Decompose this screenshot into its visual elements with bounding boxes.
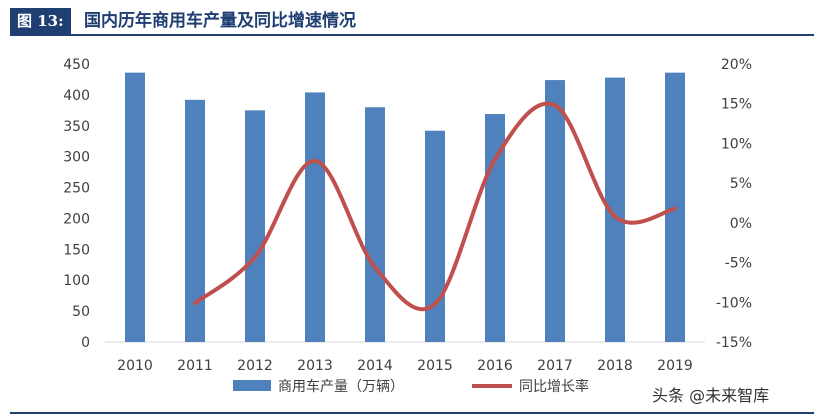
watermark: 头条 @未来智库 <box>652 386 770 405</box>
y-left-tick-label: 150 <box>63 242 90 258</box>
y-right-tick-label: 0% <box>730 216 752 232</box>
growth-rate-line <box>193 101 677 312</box>
y-right-tick-label: -5% <box>725 256 752 272</box>
x-tick-label: 2011 <box>177 358 213 374</box>
bar <box>425 130 445 342</box>
bar <box>365 107 385 342</box>
x-tick-label: 2019 <box>657 358 693 374</box>
bar <box>245 110 265 342</box>
y-left-tick-label: 450 <box>63 57 90 73</box>
x-tick-label: 2016 <box>477 358 513 374</box>
legend-bar-label: 商用车产量（万辆） <box>278 378 404 395</box>
bar <box>185 99 205 342</box>
y-left-tick-label: 200 <box>63 211 90 227</box>
figure-title: 国内历年商用车产量及同比增速情况 <box>84 11 356 31</box>
y-left-tick-label: 250 <box>63 181 90 197</box>
y-left-tick-label: 100 <box>63 273 90 289</box>
bar <box>305 92 325 342</box>
y-left-tick-label: 350 <box>63 119 90 135</box>
y-right-tick-label: -10% <box>716 295 752 311</box>
y-left-tick-label: 400 <box>63 88 90 104</box>
figure-label: 图 13: <box>10 8 71 34</box>
y-right-tick-label: 15% <box>721 97 752 113</box>
x-tick-label: 2017 <box>537 358 573 374</box>
y-right-tick-label: -15% <box>716 335 752 351</box>
y-right-tick-label: 20% <box>721 57 752 73</box>
x-tick-label: 2018 <box>597 358 633 374</box>
bar <box>125 72 145 342</box>
y-right-tick-label: 10% <box>721 136 752 152</box>
figure-header: 图 13: 国内历年商用车产量及同比增速情况 <box>10 8 814 36</box>
y-left-tick-label: 50 <box>72 304 90 320</box>
x-tick-label: 2010 <box>117 358 153 374</box>
x-tick-label: 2014 <box>357 358 393 374</box>
x-tick-label: 2013 <box>297 358 333 374</box>
bar <box>545 80 565 342</box>
bar <box>605 77 625 342</box>
bottom-rule <box>10 412 814 414</box>
y-right-tick-label: 5% <box>730 176 752 192</box>
y-left-tick-label: 0 <box>81 335 90 351</box>
legend-bar-swatch <box>233 380 271 391</box>
y-left-tick-label: 300 <box>63 150 90 166</box>
x-tick-label: 2012 <box>237 358 273 374</box>
x-tick-label: 2015 <box>417 358 453 374</box>
legend-line-label: 同比增长率 <box>519 378 589 395</box>
